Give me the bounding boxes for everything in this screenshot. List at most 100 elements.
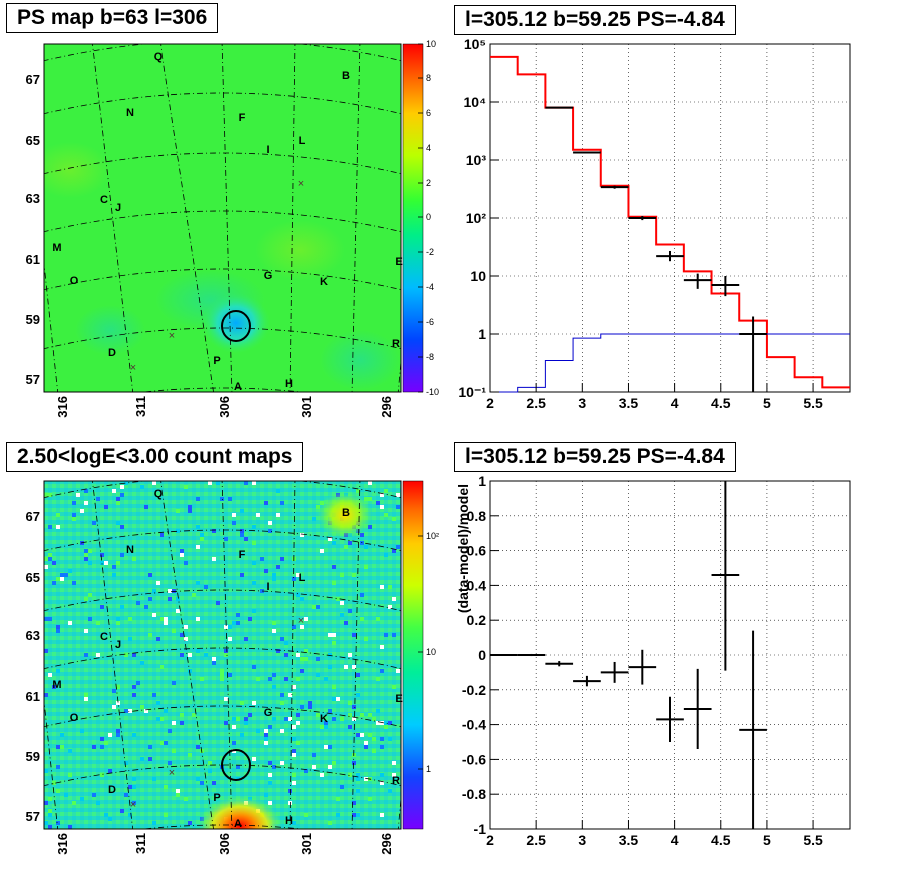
count-pixel [220,497,224,501]
count-pixel [92,793,96,797]
count-pixel [104,505,108,509]
latitude-line [44,589,401,612]
count-pixel [124,481,128,485]
count-pixel [392,517,396,521]
count-pixel [364,777,368,781]
lon-tick-label: 301 [299,833,314,855]
x-tick-label: 3.5 [619,395,639,411]
count-pixel [180,713,184,717]
source-label-g: G [264,707,273,719]
count-pixel [116,561,120,565]
count-pixel [360,617,364,621]
count-pixel [304,769,308,773]
count-pixel [272,621,276,625]
count-pixel [308,701,312,705]
count-pixel [296,721,300,725]
coord-grid [44,44,401,392]
longitude-line [160,44,214,392]
x-tick-label: 5.5 [803,832,823,848]
y-tick-label: 10⁴ [464,94,487,110]
count-pixel [252,609,256,613]
count-pixel [352,665,356,669]
count-pixel [352,573,356,577]
count-pixel [292,781,296,785]
latitude-line [44,705,401,728]
colorbar-label: 6 [426,108,431,118]
count-pixel [320,549,324,553]
count-pixel [104,741,108,745]
count-pixel [44,617,48,621]
count-pixel [44,801,48,805]
count-pixel [88,617,92,621]
count-pixel [176,597,180,601]
count-pixel [116,621,120,625]
count-pixel [132,557,136,561]
count-pixel [264,733,268,737]
count-pixel [352,813,356,817]
count-pixel [304,813,308,817]
count-pixel [300,625,304,629]
x-tick-label: 4.5 [711,832,731,848]
colorbar-label: 10 [426,647,436,657]
count-pixel [60,745,64,749]
colorbar-label: -6 [426,317,434,327]
count-pixel [44,649,48,653]
source-label-l: L [299,135,306,147]
count-pixel [228,497,232,501]
count-pixel [92,745,96,749]
source-label-d: D [108,347,116,359]
count-pixel [268,677,272,681]
coord-grid [44,481,401,829]
count-pixel [368,497,372,501]
count-pixel [132,777,136,781]
count-pixel [88,593,92,597]
count-pixel [68,825,72,829]
count-pixel [352,801,356,805]
count-pixel [312,753,316,757]
count-colorbar [402,480,424,830]
latitude-line [44,44,401,62]
source-label-k: K [320,276,328,288]
count-pixel [380,585,384,589]
count-pixel [160,741,164,745]
count-pixel [276,489,280,493]
ps-target-circle [221,310,251,342]
lon-tick-label: 296 [379,833,394,855]
count-pixel [292,753,296,757]
count-pixel [300,705,304,709]
count-pixel [224,649,228,653]
count-pixel [56,789,60,793]
count-pixel [328,821,332,825]
count-pixel [340,601,344,605]
count-pixel [56,629,60,633]
count-pixel [312,765,316,769]
count-pixel [48,825,52,829]
count-pixel [336,813,340,817]
count-pixel [256,729,260,733]
x-tick-label: 3.5 [619,832,639,848]
count-pixel [320,725,324,729]
count-pixel [356,489,360,493]
lat-tick-label: 59 [26,749,40,764]
count-pixel [140,757,144,761]
count-pixel [272,573,276,577]
count-pixel [272,685,276,689]
count-map-panel: Q B N F L I CJ M O G K E D P R A H × × × 67 65 63 61 59 57 316 311 3… [26,480,439,855]
source-label-i: I [266,144,269,156]
count-pixel [332,633,336,637]
count-pixel [236,621,240,625]
count-pixel [196,649,200,653]
count-pixel [204,653,208,657]
lat-tick-label: 63 [26,191,40,206]
count-pixel [160,665,164,669]
source-label-q: Q [154,488,163,500]
count-pixel [368,797,372,801]
count-pixel [152,777,156,781]
count-pixel [292,625,296,629]
count-pixel [296,741,300,745]
count-pixel [232,521,236,525]
count-pixel [76,493,80,497]
count-pixel [52,685,56,689]
y-tick-label: 0.6 [467,543,487,559]
count-pixel [188,753,192,757]
